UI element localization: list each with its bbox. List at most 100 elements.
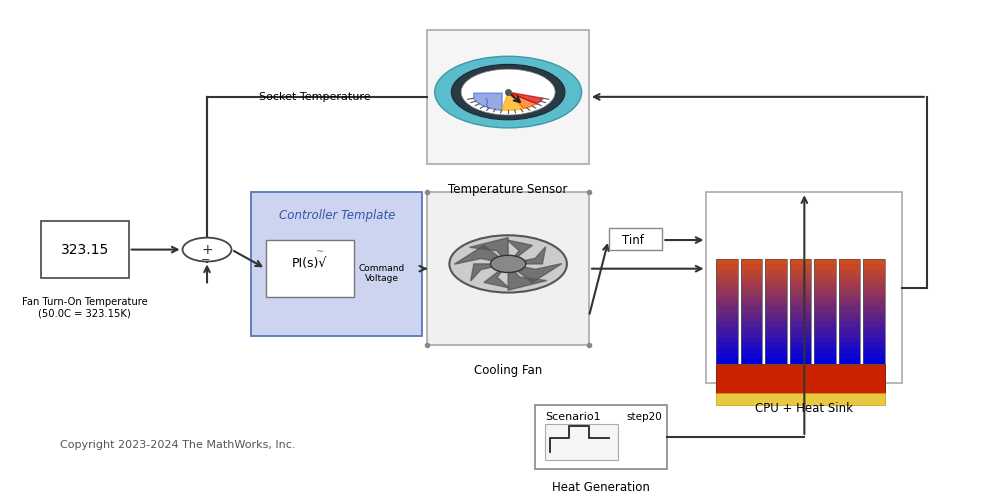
Bar — [863, 359, 885, 364]
Bar — [790, 359, 811, 364]
Bar — [716, 343, 737, 348]
Bar — [716, 359, 737, 364]
Bar — [740, 338, 762, 343]
Bar — [716, 327, 737, 333]
Text: +: + — [201, 243, 213, 256]
Bar — [839, 291, 860, 296]
Bar — [765, 327, 787, 333]
Bar — [863, 317, 885, 322]
Bar — [716, 259, 737, 364]
Bar — [863, 286, 885, 291]
Bar — [863, 312, 885, 317]
Bar — [716, 270, 737, 275]
Bar — [839, 353, 860, 359]
Bar — [790, 353, 811, 359]
Bar — [790, 259, 811, 264]
Bar — [839, 264, 860, 270]
Bar — [863, 259, 885, 264]
Text: PI(s)√: PI(s)√ — [293, 257, 328, 270]
Bar — [863, 306, 885, 312]
Bar — [863, 343, 885, 348]
Bar — [814, 291, 836, 296]
Bar — [790, 317, 811, 322]
Text: Controller Template: Controller Template — [279, 209, 395, 222]
Bar — [839, 286, 860, 291]
Text: Heat Generation: Heat Generation — [552, 481, 650, 494]
Bar — [814, 322, 836, 327]
Text: step20: step20 — [627, 412, 663, 422]
Text: Temperature Sensor: Temperature Sensor — [449, 183, 568, 196]
Bar — [740, 343, 762, 348]
Bar — [716, 312, 737, 317]
Bar — [765, 296, 787, 301]
Bar — [740, 286, 762, 291]
Bar — [740, 296, 762, 301]
Bar — [839, 270, 860, 275]
Bar — [814, 296, 836, 301]
Bar — [814, 359, 836, 364]
Text: −: − — [200, 255, 210, 265]
Bar — [863, 280, 885, 286]
Bar — [839, 280, 860, 286]
Bar — [740, 280, 762, 286]
Bar — [740, 275, 762, 280]
Bar — [814, 280, 836, 286]
Bar — [814, 338, 836, 343]
Bar — [790, 259, 811, 364]
Bar — [839, 296, 860, 301]
FancyBboxPatch shape — [266, 240, 354, 297]
Bar — [790, 286, 811, 291]
Bar — [839, 343, 860, 348]
Bar — [814, 348, 836, 353]
Bar — [740, 291, 762, 296]
Bar — [716, 286, 737, 291]
Bar — [765, 317, 787, 322]
Bar — [863, 259, 885, 364]
Circle shape — [435, 56, 581, 128]
Bar — [765, 280, 787, 286]
Bar — [839, 333, 860, 338]
Bar — [765, 275, 787, 280]
Bar — [790, 333, 811, 338]
Polygon shape — [508, 247, 546, 264]
Bar — [740, 259, 762, 364]
Bar — [716, 306, 737, 312]
Bar — [839, 306, 860, 312]
Text: Command
Voltage: Command Voltage — [358, 264, 405, 283]
Bar — [765, 306, 787, 312]
Bar — [790, 327, 811, 333]
Polygon shape — [484, 264, 509, 288]
Bar — [863, 275, 885, 280]
Bar — [765, 343, 787, 348]
Bar — [740, 348, 762, 353]
Text: Socket Temperature: Socket Temperature — [259, 92, 370, 102]
Bar — [716, 338, 737, 343]
Bar — [765, 259, 787, 264]
Bar — [740, 322, 762, 327]
Bar — [790, 296, 811, 301]
Bar — [839, 348, 860, 353]
Bar — [839, 322, 860, 327]
Text: 323.15: 323.15 — [61, 243, 109, 256]
Bar — [863, 270, 885, 275]
Bar — [716, 301, 737, 306]
Bar — [740, 301, 762, 306]
Circle shape — [450, 235, 567, 293]
Bar — [716, 259, 737, 264]
Bar — [839, 275, 860, 280]
Bar — [740, 317, 762, 322]
Bar — [765, 270, 787, 275]
Bar — [740, 312, 762, 317]
Bar — [790, 338, 811, 343]
FancyBboxPatch shape — [706, 193, 902, 383]
Bar — [839, 312, 860, 317]
Bar — [765, 259, 787, 364]
Bar — [740, 270, 762, 275]
Text: Copyright 2023-2024 The MathWorks, Inc.: Copyright 2023-2024 The MathWorks, Inc. — [60, 440, 296, 450]
Bar — [716, 275, 737, 280]
Bar — [863, 327, 885, 333]
Polygon shape — [470, 264, 508, 281]
Bar — [790, 264, 811, 270]
Bar — [863, 291, 885, 296]
FancyBboxPatch shape — [427, 193, 589, 345]
